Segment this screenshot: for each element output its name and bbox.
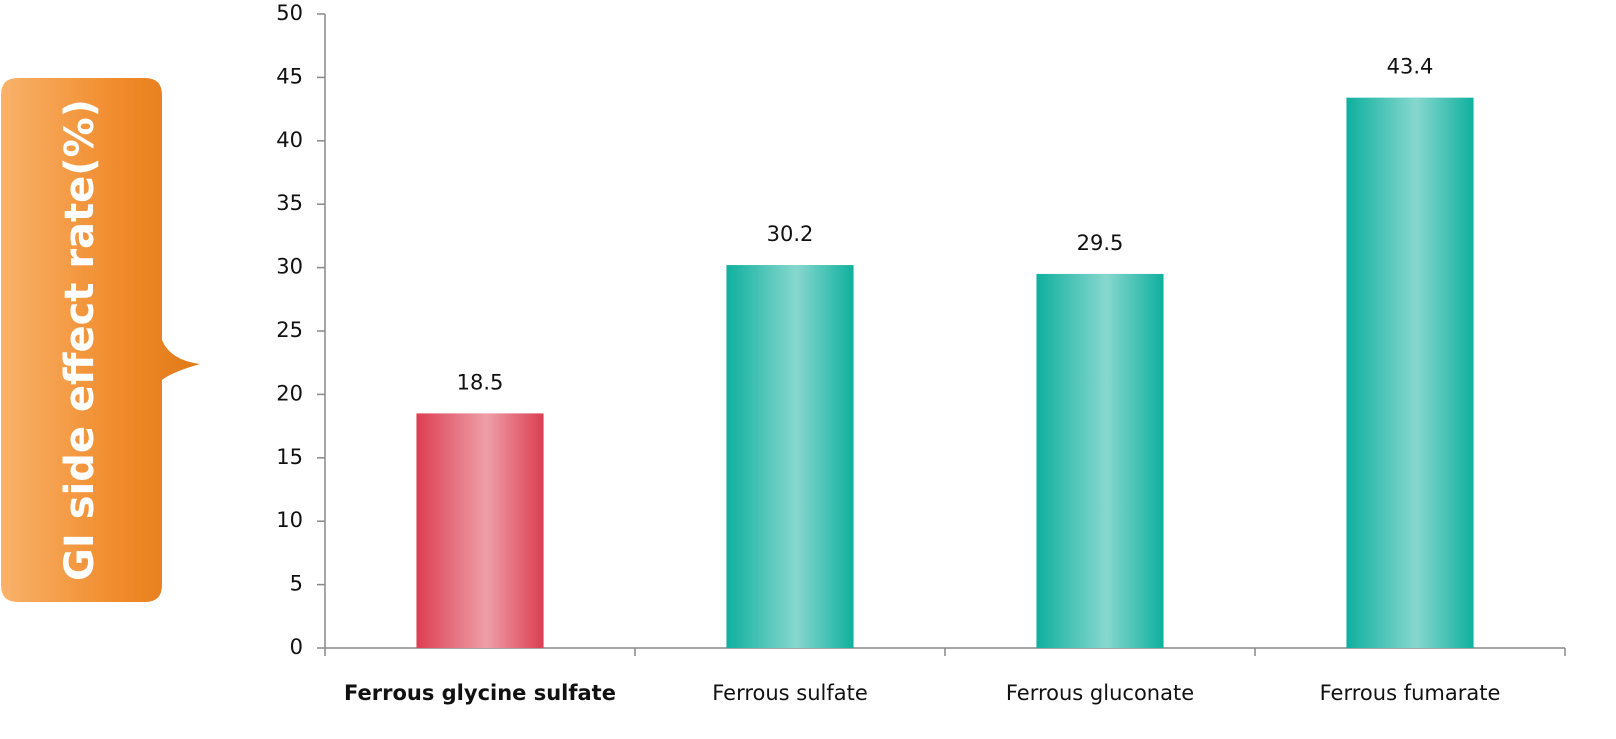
bar-highlight	[726, 265, 854, 648]
y-tick-label: 50	[276, 1, 303, 25]
x-tick-label: Ferrous sulfate	[712, 681, 868, 705]
bar-highlight	[1346, 97, 1474, 649]
y-tick-label: 20	[276, 381, 303, 405]
y-tick-label: 35	[276, 191, 303, 215]
y-axis-label: GI side effect rate(%)	[57, 99, 103, 581]
y-tick-label: 0	[290, 635, 303, 659]
x-tick-label: Ferrous glycine sulfate	[344, 681, 616, 705]
y-tick-label: 30	[276, 255, 303, 279]
value-label: 30.2	[767, 222, 814, 246]
x-tick-label: Ferrous fumarate	[1320, 681, 1501, 705]
y-tick-label: 40	[276, 128, 303, 152]
value-label: 29.5	[1077, 231, 1124, 255]
value-label: 18.5	[457, 370, 504, 394]
bar-highlight	[416, 413, 544, 648]
x-tick-label: Ferrous gluconate	[1006, 681, 1194, 705]
y-tick-label: 45	[276, 64, 303, 88]
bar-highlight	[1036, 273, 1164, 648]
value-label: 43.4	[1387, 55, 1434, 79]
y-tick-label: 10	[276, 508, 303, 532]
label-callout	[1, 78, 200, 602]
y-tick-label: 15	[276, 445, 303, 469]
y-tick-label: 5	[290, 572, 303, 596]
y-tick-label: 25	[276, 318, 303, 342]
